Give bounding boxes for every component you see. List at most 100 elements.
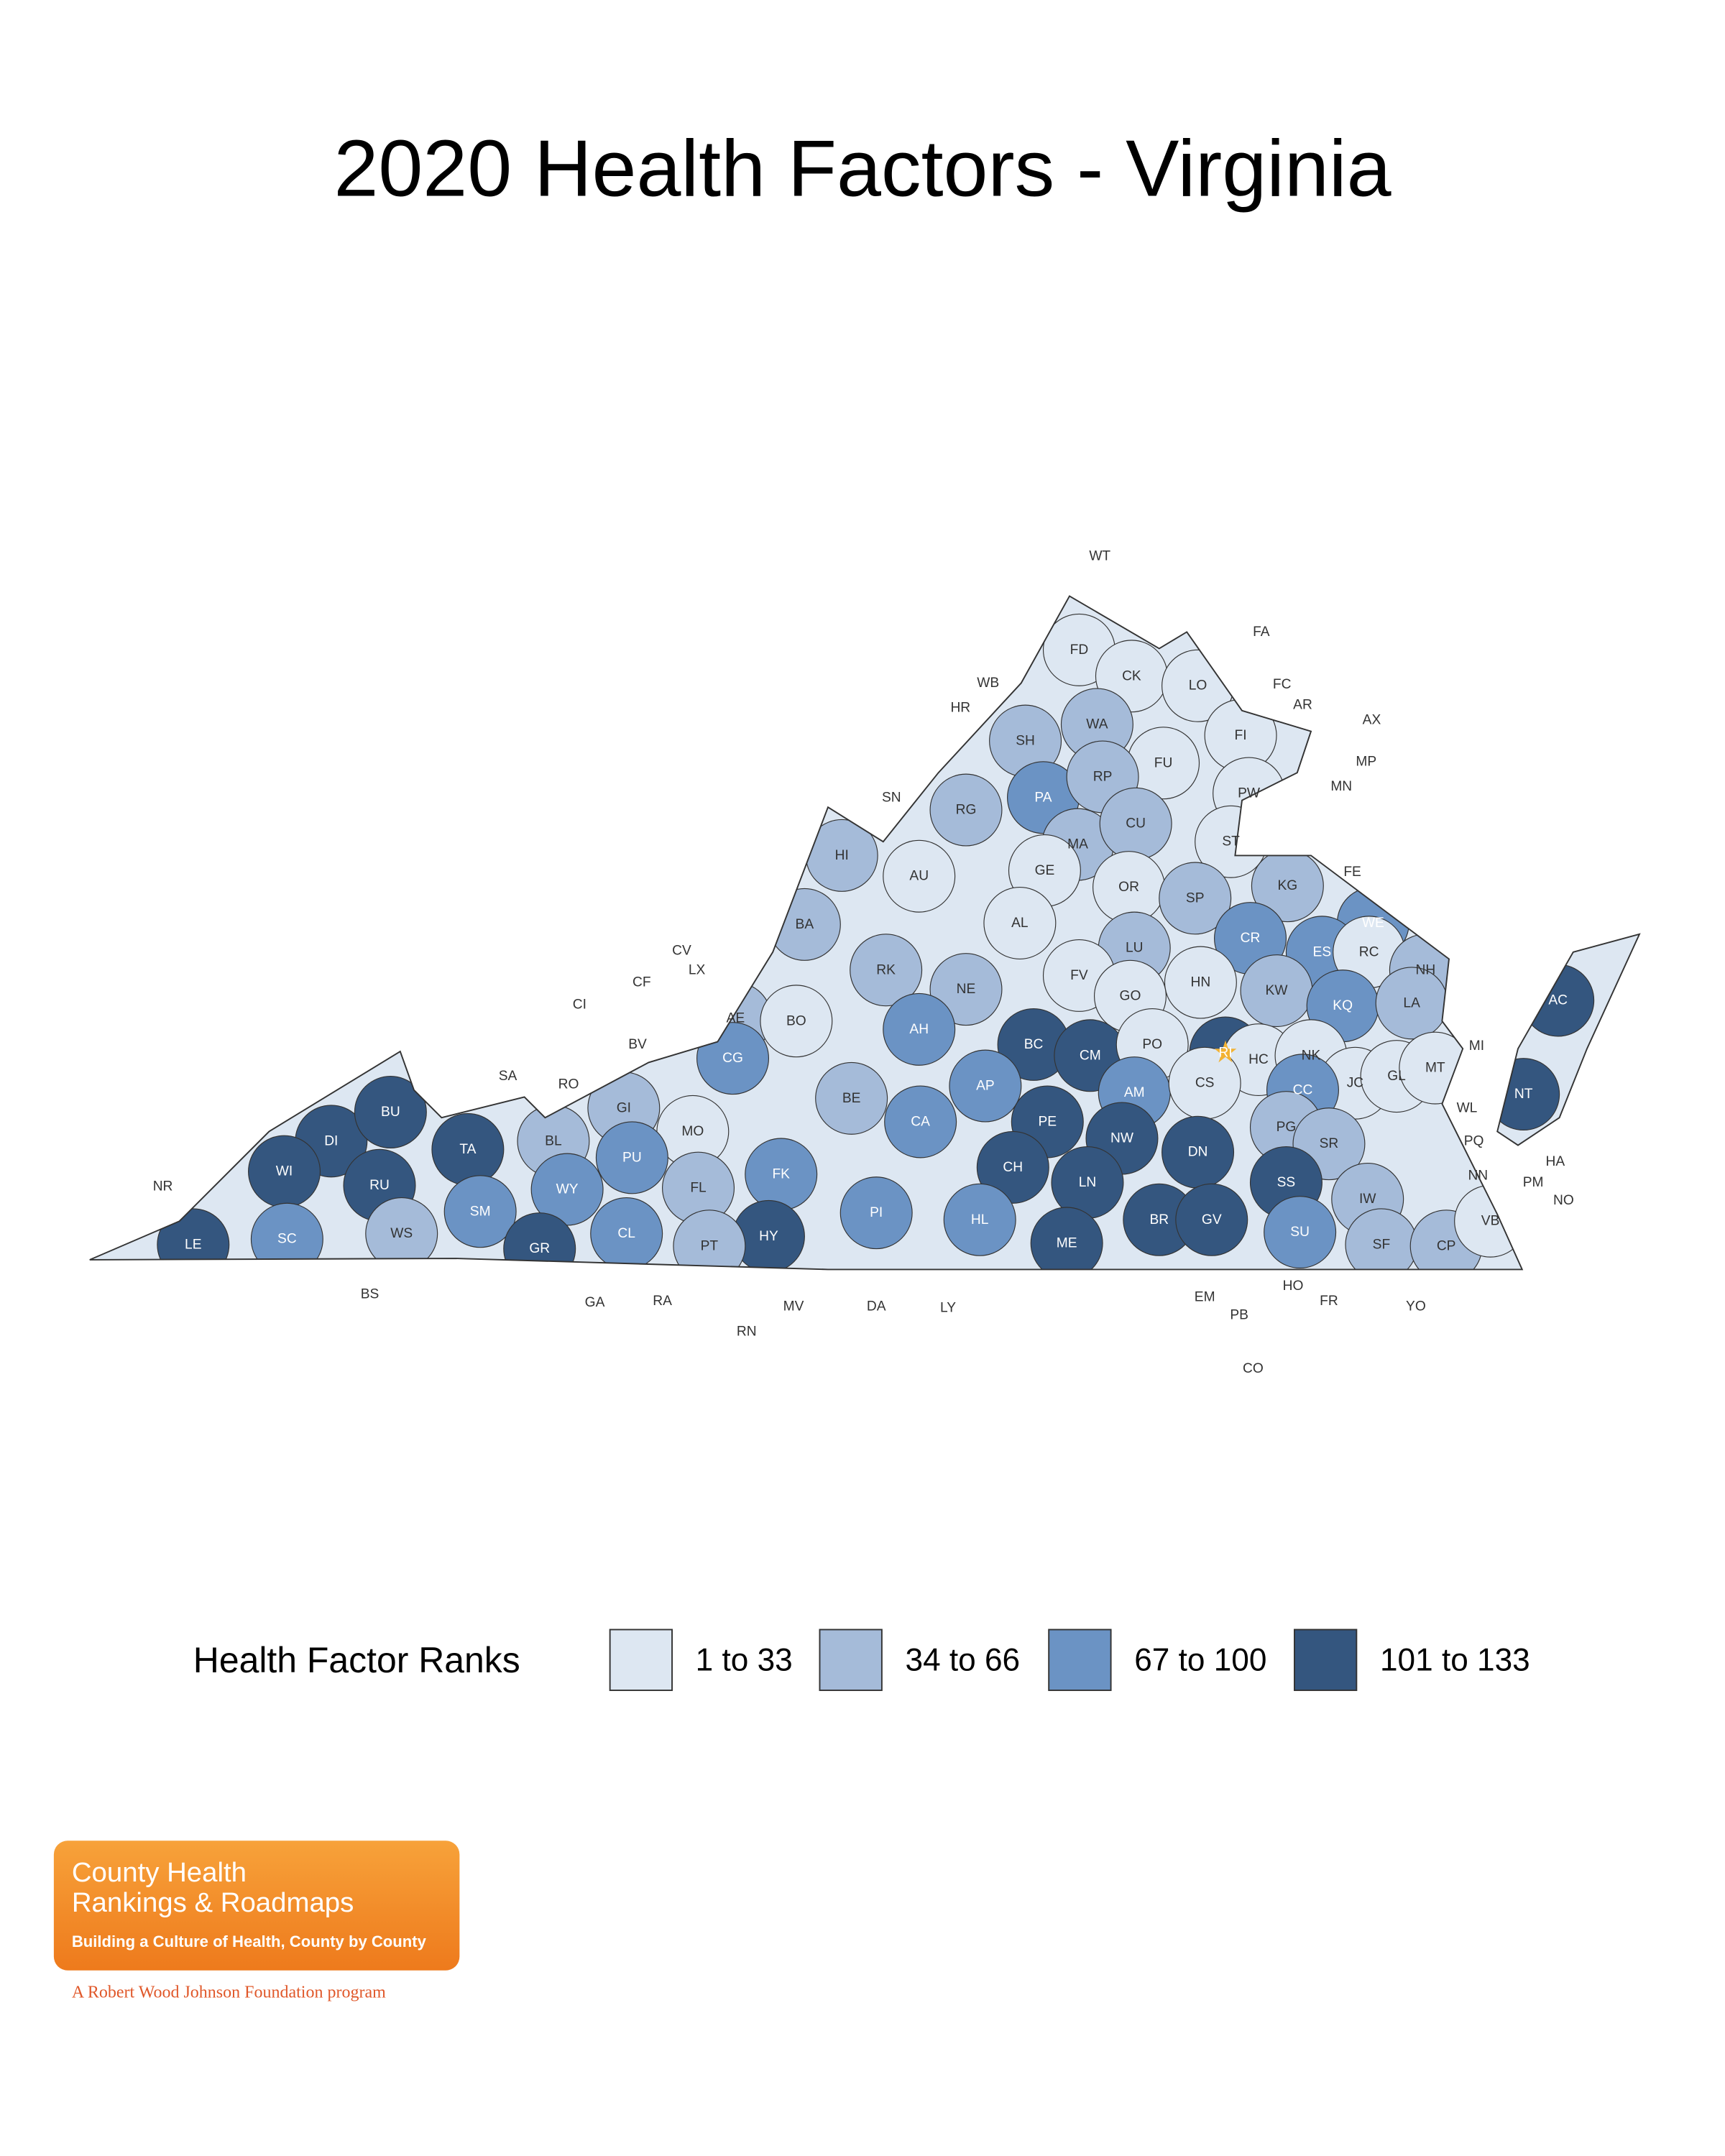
callout-label: MN	[1330, 779, 1352, 794]
county-label: RG	[956, 803, 977, 818]
county-label: RP	[1093, 769, 1113, 784]
callout-label: LY	[940, 1301, 956, 1316]
county-label: NT	[1514, 1087, 1533, 1102]
callout-label: CF	[632, 975, 651, 990]
county	[840, 1176, 913, 1250]
callout-label: MI	[1469, 1038, 1484, 1054]
county-label: MO	[681, 1124, 704, 1139]
callout-label: PB	[1230, 1307, 1248, 1322]
county-label: HL	[971, 1212, 989, 1227]
county-label: RU	[369, 1178, 390, 1193]
title: 2020 Health Factors - Virginia	[334, 124, 1391, 213]
county-label: GL	[1387, 1069, 1406, 1084]
county	[976, 1130, 1049, 1204]
county-label: RK	[876, 962, 896, 977]
county-label: GR	[529, 1241, 550, 1256]
county-label: SF	[1373, 1237, 1391, 1252]
county-label: FU	[1154, 755, 1173, 770]
county-label: NW	[1110, 1131, 1134, 1146]
county	[590, 1197, 663, 1270]
county-label: HN	[1191, 975, 1211, 990]
callout-label: WT	[1089, 548, 1110, 563]
county-label: WA	[1086, 717, 1108, 732]
county-label: KQ	[1333, 998, 1353, 1013]
county-cells	[89, 596, 1639, 1270]
county-label: SC	[277, 1232, 297, 1247]
county-label: AC	[1548, 993, 1568, 1008]
legend-title: Health Factor Ranks	[193, 1640, 520, 1680]
callout-label: CO	[1243, 1361, 1264, 1376]
logo: County Health Rankings & Roadmaps Buildi…	[53, 1841, 460, 2001]
callout-label: GA	[585, 1295, 605, 1310]
county-label: BU	[381, 1105, 400, 1120]
callout-label: HO	[1283, 1279, 1304, 1294]
logo-box	[53, 1841, 460, 1971]
county-label: LE	[185, 1237, 201, 1252]
callout-label: AX	[1363, 713, 1381, 728]
logo-sponsor: A Robert Wood Johnson Foundation program	[72, 1983, 386, 2001]
county-label: NH	[1416, 962, 1436, 977]
county	[884, 1085, 957, 1158]
county-label: GO	[1120, 989, 1141, 1004]
legend-swatch	[1048, 1628, 1112, 1691]
capital-star	[1214, 1040, 1237, 1063]
county-label: GE	[1035, 863, 1055, 878]
county	[250, 1202, 323, 1270]
county-label: GV	[1202, 1212, 1222, 1227]
county-label: CU	[1126, 816, 1146, 831]
county-label: WI	[276, 1164, 293, 1179]
county	[443, 1175, 517, 1248]
callout-label: FA	[1253, 625, 1270, 640]
callout-label: BS	[361, 1286, 380, 1302]
county	[883, 992, 956, 1066]
callout-label: PQ	[1464, 1133, 1484, 1148]
logo-tagline: Building a Culture of Health, County by …	[72, 1932, 427, 1950]
county-label: CA	[911, 1114, 930, 1129]
county-label: SR	[1320, 1136, 1339, 1151]
county-label: JC	[1347, 1076, 1364, 1091]
county	[1030, 1207, 1103, 1270]
county-label: SH	[1016, 734, 1035, 749]
county	[365, 1197, 438, 1270]
callout-label: HR	[950, 700, 970, 715]
callout-label: FC	[1273, 677, 1292, 692]
logo-line: Rankings & Roadmaps	[72, 1887, 354, 1918]
county-label: CG	[722, 1051, 743, 1066]
county-label: CL	[617, 1226, 635, 1241]
callout-label: NO	[1553, 1193, 1574, 1208]
legend-label: 101 to 133	[1380, 1642, 1530, 1677]
county-label: HC	[1248, 1052, 1269, 1067]
callout-label: HA	[1546, 1154, 1565, 1169]
county-label: CR	[1241, 931, 1261, 946]
logo-line: County Health	[72, 1857, 247, 1888]
callout-label: FR	[1320, 1294, 1338, 1309]
county-label: LN	[1079, 1175, 1097, 1190]
county-label: BO	[786, 1013, 806, 1028]
county-label: RC	[1359, 944, 1379, 959]
county-label: PW	[1238, 786, 1261, 801]
county-label: SM	[470, 1204, 491, 1219]
county-label: CS	[1195, 1076, 1215, 1091]
county-label: FL	[690, 1181, 707, 1196]
county-label: WS	[390, 1226, 413, 1241]
county-label: TA	[459, 1142, 476, 1157]
county-label: ST	[1222, 834, 1240, 849]
county-label: BR	[1149, 1212, 1169, 1227]
county-label: LU	[1126, 941, 1144, 956]
county-label: NE	[957, 982, 976, 997]
county-label: PA	[1034, 790, 1052, 805]
legend: Health Factor Ranks 1 to 33 34 to 66 67 to…	[193, 1628, 1530, 1691]
callout-label: CV	[672, 943, 691, 958]
county-label: LO	[1189, 678, 1208, 694]
county-label: ME	[1057, 1235, 1077, 1250]
county-label: HI	[835, 848, 849, 863]
county-label: GI	[617, 1100, 631, 1115]
legend-label: 1 to 33	[696, 1642, 793, 1677]
county-label: BA	[796, 917, 814, 932]
county-label: LA	[1403, 995, 1420, 1010]
county-label: PO	[1142, 1037, 1162, 1052]
county-label: PI	[870, 1205, 883, 1220]
county-label: PT	[701, 1238, 719, 1253]
callout-label: DA	[867, 1299, 886, 1314]
